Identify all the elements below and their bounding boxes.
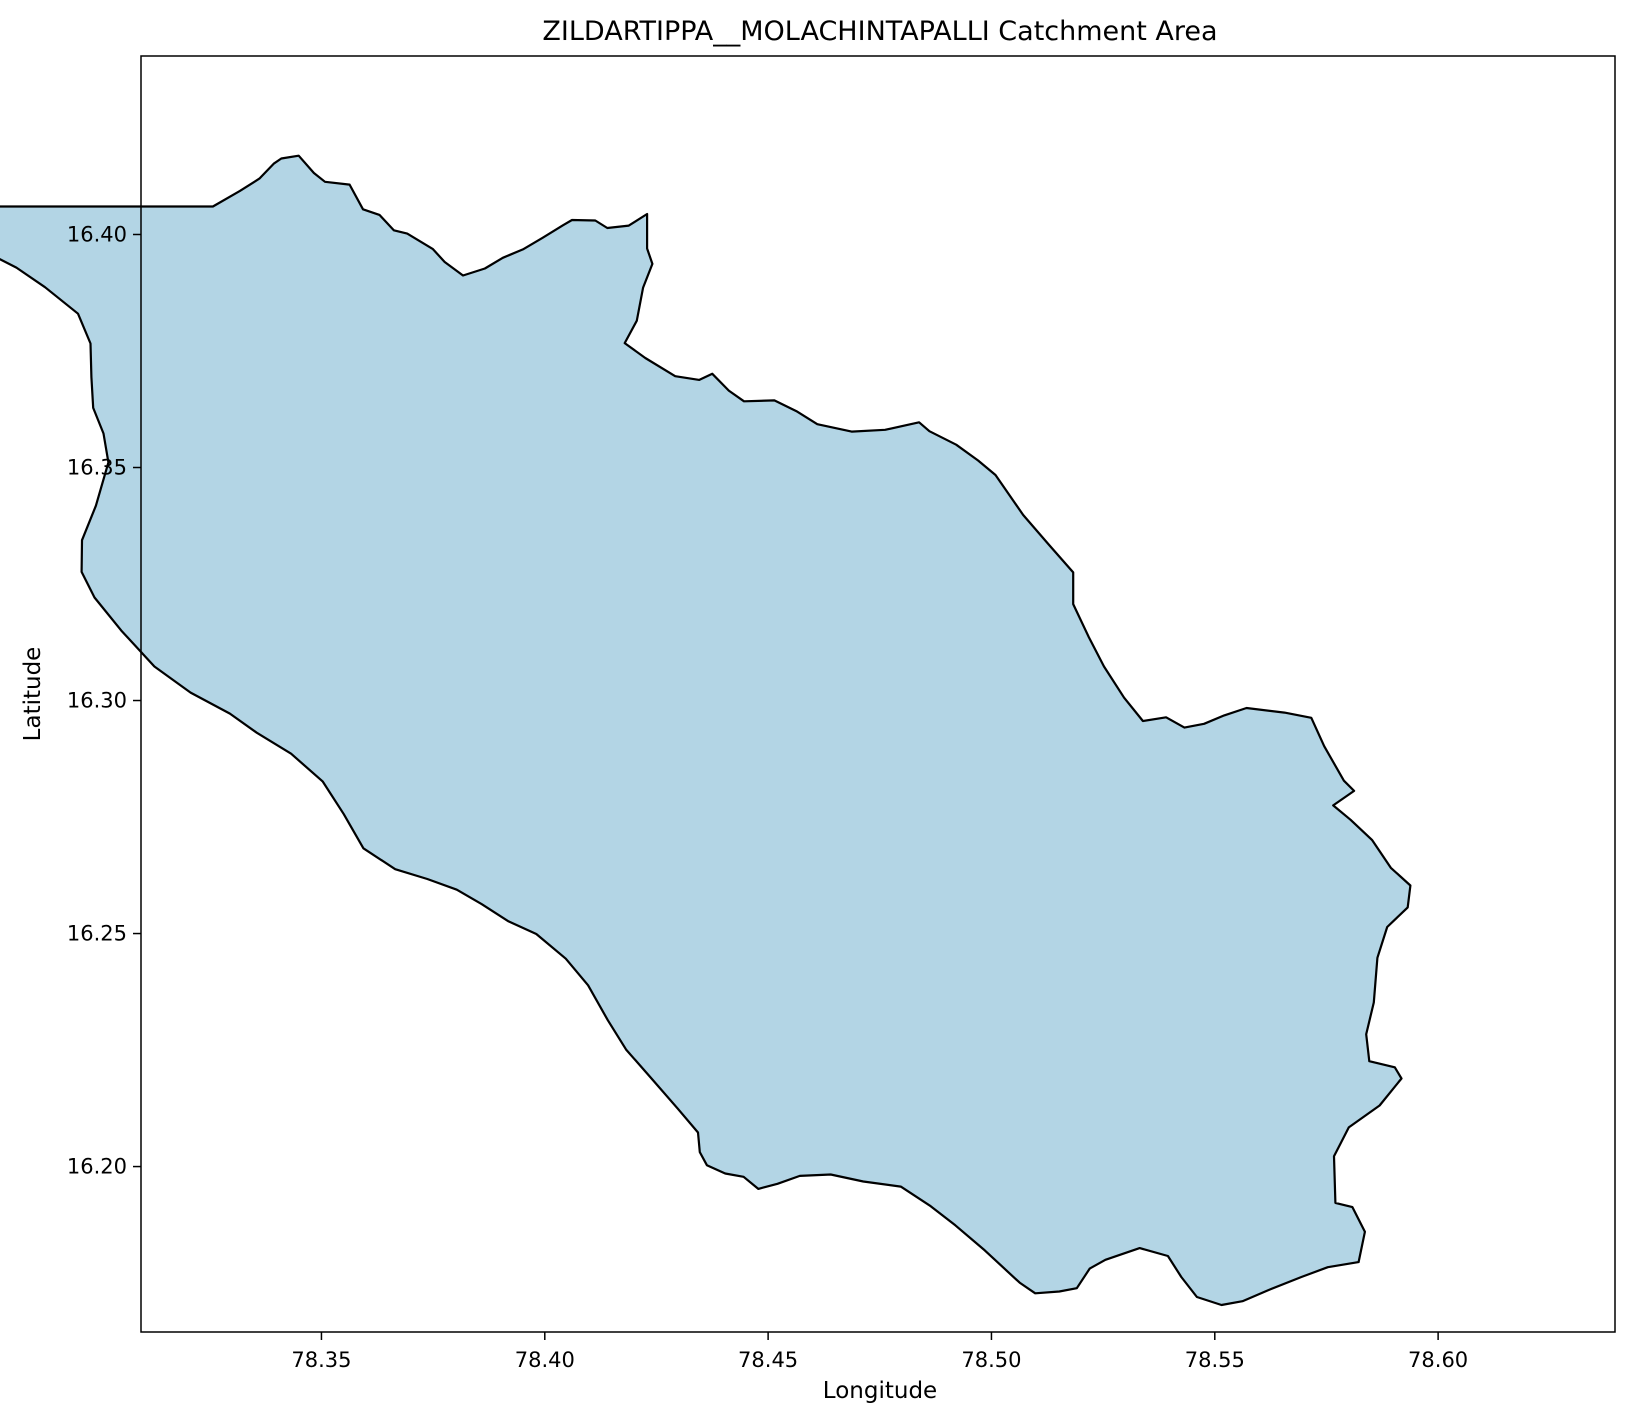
y-tick-label: 16.40	[67, 222, 127, 246]
y-tick-label: 16.20	[67, 1155, 127, 1179]
x-axis-label: Longitude	[823, 1378, 937, 1404]
y-tick-label: 16.25	[67, 922, 127, 946]
y-tick-label: 16.35	[67, 456, 127, 480]
x-axis-ticks: 78.35 78.40 78.45 78.50 78.55 78.60	[291, 1332, 1468, 1372]
x-tick-label: 78.45	[738, 1348, 798, 1372]
catchment-polygon	[0, 154, 1412, 1307]
axes-frame	[140, 55, 1616, 1333]
x-tick-label: 78.55	[1185, 1348, 1245, 1372]
y-tick-label: 16.30	[67, 689, 127, 713]
x-tick-label: 78.40	[515, 1348, 575, 1372]
plot-area	[0, 154, 1412, 1307]
y-axis-ticks: 16.20 16.25 16.30 16.35 16.40	[67, 222, 141, 1179]
x-tick-label: 78.35	[291, 1348, 351, 1372]
map-title: ZILDARTIPPA__MOLACHINTAPALLI Catchment A…	[542, 16, 1217, 47]
x-tick-label: 78.60	[1408, 1348, 1468, 1372]
y-axis-label: Latitude	[20, 647, 46, 742]
x-tick-label: 78.50	[961, 1348, 1021, 1372]
